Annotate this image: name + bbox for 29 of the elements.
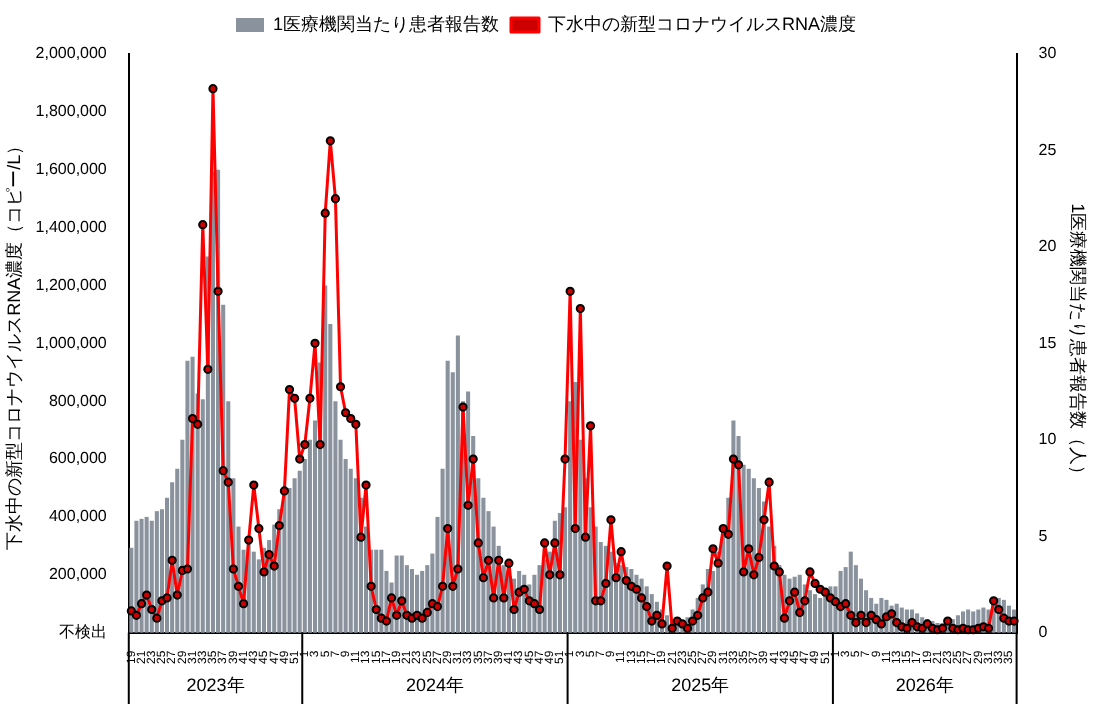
y-axis-title: 下水中の新型コロナウイルスRNA濃度（コピー/L）	[3, 136, 24, 550]
bar	[323, 285, 328, 633]
y2-tick-label: 0	[1038, 623, 1049, 642]
y2-tick-label: 10	[1038, 430, 1058, 449]
y-tick-label: 2,000,000	[35, 44, 108, 63]
y-tick-label: 400,000	[48, 507, 108, 526]
y2-axis-title: 1医療機関当たり患者報告数（人）	[1068, 203, 1089, 484]
y2-tick-label: 25	[1038, 140, 1058, 159]
legend-label: 下水中の新型コロナウイルスRNA濃度	[548, 13, 857, 34]
y2-tick-label: 5	[1038, 526, 1049, 545]
y-tick-label: 1,000,000	[35, 333, 108, 352]
y-tick-label: 不検出	[58, 623, 107, 642]
bar	[292, 478, 297, 633]
y2-tick-label: 20	[1038, 237, 1058, 256]
text: 2026年	[895, 674, 954, 695]
y-tick-label: 800,000	[48, 391, 108, 410]
y-tick-label: 1,200,000	[35, 275, 108, 294]
y2-tick-label: 15	[1038, 333, 1058, 352]
text: 2025年	[671, 674, 730, 695]
y-tick-label: 1,800,000	[35, 102, 108, 121]
y2-tick-label: 30	[1038, 44, 1058, 63]
y-tick-label: 600,000	[48, 449, 108, 468]
y-tick-label: 1,400,000	[35, 218, 108, 236]
bar	[251, 551, 256, 633]
legend-label: 1医療機関当たり患者報告数	[272, 13, 500, 34]
text: 2023年	[186, 674, 245, 695]
y-tick-label: 200,000	[48, 565, 108, 584]
y-tick-label: 1,600,000	[35, 160, 108, 179]
text: 2024年	[405, 674, 464, 695]
